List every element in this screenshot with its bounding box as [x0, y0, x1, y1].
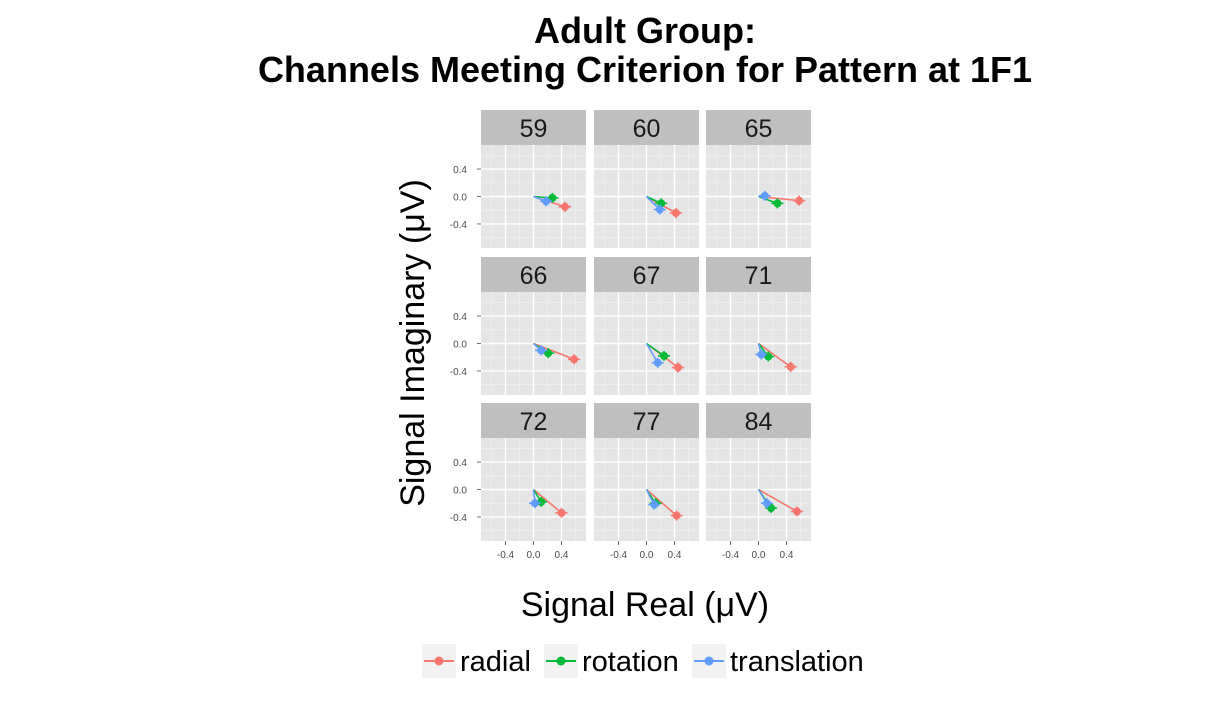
y-axis-title: Signal Imaginary (μV) — [394, 179, 432, 507]
facet-strip-label: 66 — [520, 262, 548, 290]
legend-item-radial: radial — [422, 644, 531, 678]
legend-key-point — [704, 656, 714, 666]
x-axis-title: Signal Real (μV) — [521, 586, 769, 624]
x-tick-label: 0.0 — [640, 550, 654, 561]
x-tick-label: -0.4 — [497, 550, 515, 561]
facet-strip — [594, 110, 699, 145]
facet-strip-label: 72 — [520, 408, 548, 436]
data-point-translation — [530, 499, 539, 508]
data-point-translation — [762, 499, 771, 508]
series-line-radial — [532, 488, 563, 514]
legend-label: radial — [460, 646, 531, 678]
facet-strip — [706, 110, 811, 145]
chart-title-line-2: Channels Meeting Criterion for Pattern a… — [258, 49, 1032, 90]
series-line-radial — [758, 342, 792, 368]
data-point-translation — [760, 191, 769, 200]
x-tick-label: 0.4 — [780, 550, 794, 561]
series-line-radial — [533, 342, 575, 361]
facet-panel-65: 65 — [706, 110, 811, 248]
facet-strip-label: 71 — [745, 262, 773, 290]
x-tick-label: 0.0 — [527, 550, 541, 561]
y-tick-label: -0.4 — [450, 513, 468, 524]
facet-panel-67: 67 — [594, 257, 699, 395]
data-point-radial — [671, 208, 680, 217]
legend-label: translation — [730, 646, 864, 678]
legend: radial rotation translation — [422, 644, 864, 678]
facet-strip-label: 60 — [633, 115, 661, 143]
y-tick-label: 0.4 — [453, 165, 467, 176]
facet-strip-label: 67 — [633, 262, 661, 290]
facet-panel-72: 72 0.4 0.0 -0.4 -0.4 0.0 0.4 — [450, 403, 586, 561]
x-tick-label: -0.4 — [722, 550, 740, 561]
facet-panel-59: 59 0.4 0.0 -0.4 — [450, 110, 586, 248]
data-point-rotation — [773, 199, 782, 208]
facet-panel-66: 66 0.4 0.0 -0.4 — [450, 257, 586, 395]
facet-strip-label: 77 — [633, 408, 661, 436]
data-point-radial — [561, 202, 569, 211]
y-tick-label: 0.0 — [453, 486, 467, 497]
data-point-translation — [542, 197, 551, 206]
facet-panel-77: 77 -0.4 0.0 0.4 — [594, 403, 699, 561]
facet-panel-71: 71 — [706, 257, 811, 395]
x-tick-label: 0.4 — [555, 550, 569, 561]
facet-strip-label: 59 — [520, 115, 548, 143]
facet-strip — [706, 403, 811, 438]
data-point-radial — [795, 196, 804, 205]
facet-panel-60: 60 — [594, 110, 699, 248]
y-tick-label: 0.4 — [453, 312, 467, 323]
data-point-radial — [570, 355, 579, 364]
x-tick-label: 0.4 — [668, 550, 682, 561]
y-tick-label: 0.0 — [453, 340, 467, 351]
facet-panels: 59 0.4 0.0 -0.4 60 65 66 0.4 0.0 -0.4 67 71 72 0.4 0.0… — [450, 110, 811, 561]
facet-strip — [706, 257, 811, 292]
data-point-radial — [557, 508, 566, 517]
y-tick-label: 0.0 — [453, 193, 467, 204]
facet-strip — [594, 257, 699, 292]
y-tick-label: -0.4 — [450, 367, 468, 378]
data-point-translation — [653, 358, 662, 367]
data-point-radial — [672, 511, 681, 520]
legend-item-translation: translation — [692, 644, 864, 678]
data-point-radial — [793, 507, 801, 516]
facet-strip — [481, 403, 586, 438]
facet-strip — [481, 110, 586, 145]
legend-key-point — [556, 656, 566, 666]
data-point-radial — [674, 363, 682, 372]
chart-title-line-1: Adult Group: — [534, 10, 756, 51]
legend-label: rotation — [582, 646, 679, 678]
facet-strip — [594, 403, 699, 438]
x-tick-label: -0.4 — [610, 550, 628, 561]
legend-key-point — [434, 656, 444, 666]
data-point-translation — [537, 346, 546, 355]
facet-panel-84: 84 -0.4 0.0 0.4 — [706, 403, 811, 561]
data-point-radial — [786, 362, 795, 371]
data-point-translation — [655, 205, 664, 214]
data-point-translation — [757, 350, 766, 359]
series-line-radial — [758, 488, 798, 513]
data-point-rotation — [548, 193, 557, 202]
facet-strip-label: 65 — [745, 115, 773, 143]
data-point-translation — [650, 500, 659, 509]
facet-strip-label: 84 — [745, 408, 773, 436]
legend-item-rotation: rotation — [544, 644, 679, 678]
y-tick-label: 0.4 — [453, 458, 467, 469]
data-point-rotation — [660, 351, 668, 360]
x-tick-label: 0.0 — [752, 550, 766, 561]
facet-strip — [481, 257, 586, 292]
y-tick-label: -0.4 — [450, 220, 468, 231]
